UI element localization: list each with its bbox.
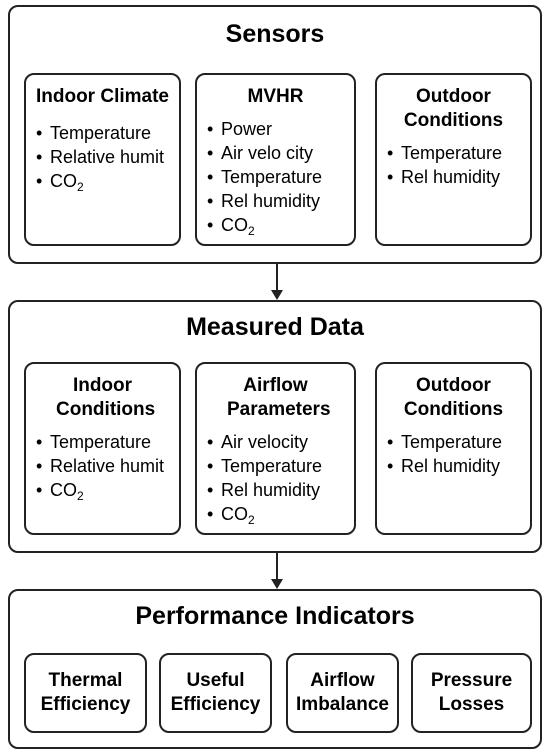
list-item-text: Temperature <box>401 432 503 452</box>
card-title: Outdoor Conditions <box>403 86 504 131</box>
indicator-card-airflow-imbalance: Airflow Imbalance <box>286 653 399 733</box>
performance-indicators-panel: Performance Indicators Thermal Efficienc… <box>8 589 542 749</box>
list-item: Air velocity <box>207 430 354 454</box>
indicator-label: Airflow Imbalance <box>296 670 389 715</box>
list-item: Power <box>207 117 354 141</box>
list-item: Temperature <box>36 430 179 454</box>
list-item: Temperature <box>207 165 354 189</box>
card-title: Indoor Climate <box>35 86 169 107</box>
list-item: Temperature <box>387 430 530 454</box>
list-item: Rel humidity <box>207 478 354 502</box>
list-item-text: Relative humit <box>50 456 165 476</box>
list-item: CO2 <box>207 213 354 237</box>
measured-data-panel: Measured Data Indoor Conditions Temperat… <box>8 300 542 553</box>
list-item-text: Temperature <box>401 143 503 163</box>
list-item: CO2 <box>36 169 179 193</box>
list-item-text: Temperature <box>50 432 152 452</box>
subscript: 2 <box>77 180 84 194</box>
list-item: Rel humidity <box>387 454 530 478</box>
indicator-card-pressure-losses: Pressure Losses <box>411 653 532 733</box>
card-title: Outdoor Conditions <box>403 375 504 420</box>
indicator-label: Pressure Losses <box>430 670 513 715</box>
sensor-card-indoor-climate: Indoor Climate Temperature Relative humit… <box>24 73 181 246</box>
card-title: Airflow Parameters <box>227 375 331 420</box>
indicator-label: Useful Efficiency <box>170 670 261 715</box>
item-list: Air velocityTemperatureRel humidityCO2 <box>197 430 354 526</box>
list-item-text: CO <box>50 480 77 500</box>
subscript: 2 <box>248 224 255 238</box>
list-item: Relative humit <box>36 145 179 169</box>
item-list: Power Air velo city Temperature Rel humidit… <box>197 117 354 237</box>
list-item-text: Rel humidity <box>401 167 501 187</box>
sensor-card-mvhr: MVHR Power Air velo city Temperature Rel hu… <box>195 73 356 246</box>
subscript: 2 <box>248 513 255 527</box>
list-item: Temperature <box>387 141 530 165</box>
list-item-text: CO <box>221 504 248 524</box>
list-item: Air velo city <box>207 141 354 165</box>
flow-arrow <box>271 553 283 589</box>
flow-arrow <box>271 264 283 300</box>
measured-card-outdoor-conditions: Outdoor Conditions Temperature Rel humidi… <box>375 362 532 535</box>
sensors-title: Sensors <box>225 20 325 48</box>
measured-card-airflow-parameters: Airflow Parameters Air velocity Temperatu… <box>195 362 356 535</box>
item-list: Temperature Rel humidity <box>377 141 530 189</box>
list-item: Relative humit <box>36 454 179 478</box>
card-title: MVHR <box>247 86 304 107</box>
list-item-text: Temperature <box>221 167 323 187</box>
list-item-text: Temperature <box>221 456 323 476</box>
measured-data-title: Measured Data <box>186 313 364 341</box>
sensors-panel: Sensors Indoor Climate Temperature Relati… <box>8 5 542 264</box>
item-list: TemperatureRelative humitCO2 <box>26 121 179 193</box>
list-item-text: CO <box>221 215 248 235</box>
performance-indicators-title: Performance Indicators <box>135 602 415 630</box>
list-item-text: Temperature <box>50 123 152 143</box>
subscript: 2 <box>77 489 84 503</box>
list-item-text: CO <box>50 171 77 191</box>
list-item-text: Rel humidity <box>221 191 321 211</box>
list-item: Rel humidity <box>387 165 530 189</box>
list-item: Rel humidity <box>207 189 354 213</box>
list-item-text: Relative humit <box>50 147 165 167</box>
list-item-text: Air velo city <box>221 143 314 163</box>
item-list: Temperature Rel humidity <box>377 430 530 478</box>
indicator-card-useful-efficiency: Useful Efficiency <box>159 653 272 733</box>
list-item: Temperature <box>36 121 179 145</box>
list-item: CO2 <box>36 478 179 502</box>
item-list: TemperatureRelative humitCO2 <box>26 430 179 502</box>
indicator-label: Thermal Efficiency <box>40 670 131 715</box>
list-item-text: Rel humidity <box>221 480 321 500</box>
list-item: CO2 <box>207 502 354 526</box>
list-item-text: Power <box>221 119 273 139</box>
card-title: Indoor Conditions <box>56 375 156 420</box>
measured-card-indoor-conditions: Indoor Conditions Temperature Relative hu… <box>24 362 181 535</box>
list-item-text: Rel humidity <box>401 456 501 476</box>
list-item: Temperature <box>207 454 354 478</box>
indicator-card-thermal-efficiency: Thermal Efficiency <box>24 653 147 733</box>
sensor-card-outdoor-conditions: Outdoor Conditions Temperature Rel humidi… <box>375 73 532 246</box>
list-item-text: Air velocity <box>221 432 309 452</box>
